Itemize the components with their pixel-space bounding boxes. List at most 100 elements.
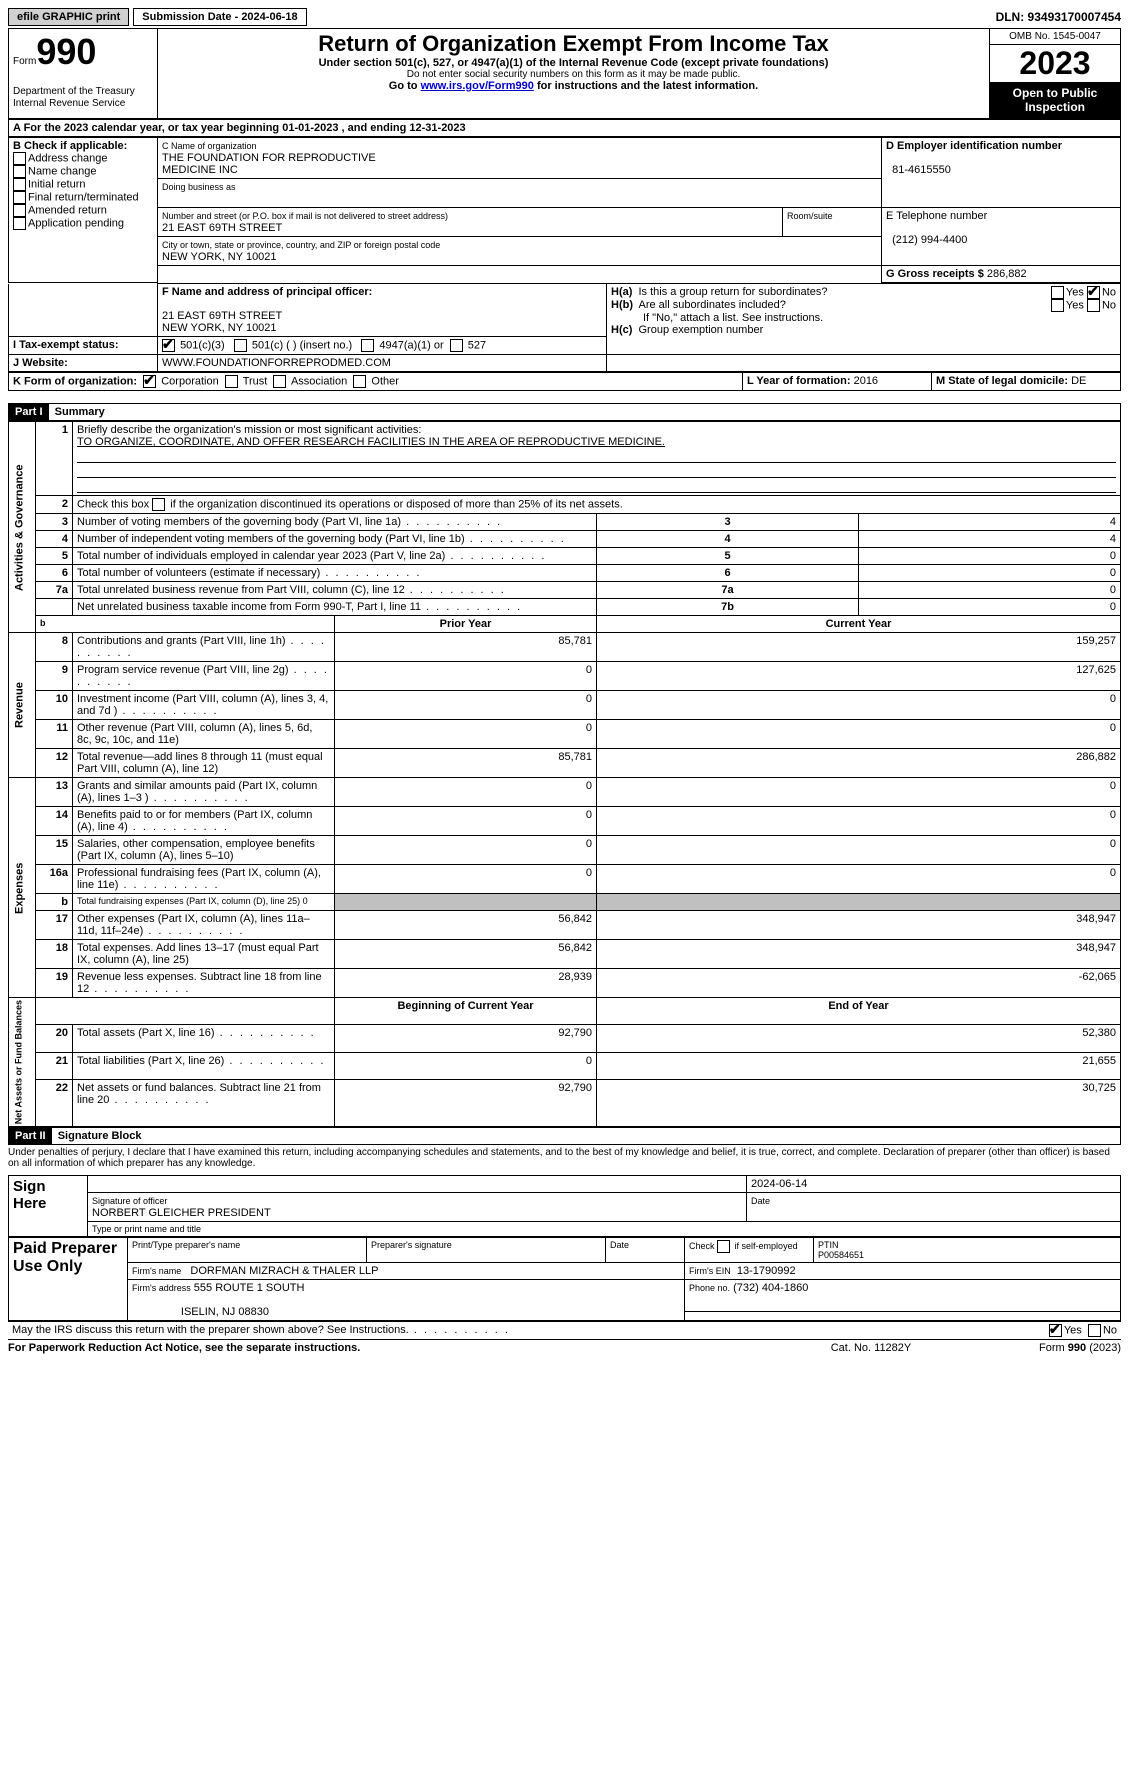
period-mid: , and ending [342,122,410,134]
org-name-label: C Name of organization [162,141,257,151]
state-domicile: DE [1071,375,1086,387]
prep-sig-label: Preparer's signature [367,1238,606,1263]
sign-date: 2024-06-14 [747,1176,1121,1193]
firm-name-label: Firm's name [132,1266,181,1276]
chk-hb-no[interactable] [1087,299,1100,312]
prep-name-label: Print/Type preparer's name [128,1238,367,1263]
chk-ha-yes[interactable] [1051,286,1064,299]
lbl-initial-return: Initial return [28,178,85,190]
tax-year: 2023 [990,45,1120,82]
part1-title: Summary [55,406,105,418]
sign-here-label: Sign Here [13,1178,46,1212]
form-header: Form990 Department of the Treasury Inter… [8,28,1121,119]
addr-value: 21 EAST 69TH STREET [162,222,282,234]
chk-527[interactable] [450,339,463,352]
part2-title: Signature Block [58,1130,142,1142]
chk-501c[interactable] [234,339,247,352]
dept-treasury: Department of the Treasury [13,86,135,97]
goto-pre: Go to [389,80,421,92]
firm-addr2: ISELIN, NJ 08830 [181,1306,269,1318]
chk-address-change[interactable] [13,152,26,165]
entity-block: B Check if applicable: Address change Na… [8,137,1121,283]
hb-note: If "No," attach a list. See instructions… [611,312,1116,324]
part1-body: Activities & Governance 1 Briefly descri… [8,421,1121,1127]
year-formation: 2016 [854,375,878,387]
room-label: Room/suite [787,211,833,221]
officer-addr2: NEW YORK, NY 10021 [162,322,277,334]
chk-final-return[interactable] [13,191,26,204]
chk-self-employed[interactable] [717,1240,730,1253]
chk-name-change[interactable] [13,165,26,178]
period-pre: A For the 2023 calendar year, or tax yea… [13,122,282,134]
chk-other[interactable] [353,375,366,388]
date-label: Date [751,1196,770,1206]
chk-ha-no[interactable] [1087,286,1100,299]
lbl-app-pending: Application pending [28,217,124,229]
chk-trust[interactable] [225,375,238,388]
gov-row: 3 Number of voting members of the govern… [9,514,1121,531]
chk-hb-yes[interactable] [1051,299,1064,312]
dln-number: DLN: 93493170007454 [996,10,1121,24]
chk-initial-return[interactable] [13,178,26,191]
irs-form990-link[interactable]: www.irs.gov/Form990 [421,80,534,92]
chk-discontinued[interactable] [152,498,165,511]
officer-block: F Name and address of principal officer:… [8,283,1121,372]
chk-assoc[interactable] [273,375,286,388]
sign-block: Sign Here 2024-06-14 Signature of office… [8,1175,1121,1237]
lbl-amended: Amended return [28,204,107,216]
officer-addr1: 21 EAST 69TH STREET [162,310,282,322]
discuss-label: May the IRS discuss this return with the… [12,1324,510,1336]
open-to-public: Open to Public Inspection [990,82,1120,118]
vlabel-revenue: Revenue [9,633,36,778]
firm-ein: 13-1790992 [737,1265,796,1277]
org-name-1: THE FOUNDATION FOR REPRODUCTIVE [162,152,376,164]
discuss-row: May the IRS discuss this return with the… [8,1321,1121,1340]
firm-phone: (732) 404-1860 [733,1282,808,1294]
firm-addr1: 555 ROUTE 1 SOUTH [194,1282,305,1294]
efile-print-button[interactable]: efile GRAPHIC print [8,8,129,26]
ptin-label: PTIN [818,1240,839,1250]
line1-value: TO ORGANIZE, COORDINATE, AND OFFER RESEA… [77,436,665,448]
phone-value: (212) 994-4400 [892,234,967,246]
form-prefix: Form [13,56,36,67]
ein-label: D Employer identification number [886,140,1062,152]
col-prior: Prior Year [440,618,492,630]
vlabel-governance: Activities & Governance [9,422,36,633]
gross-label: G Gross receipts $ [886,268,984,280]
vlabel-expenses: Expenses [9,778,36,998]
lbl-address-change: Address change [28,152,108,164]
chk-app-pending[interactable] [13,217,26,230]
chk-4947[interactable] [361,339,374,352]
col-current: Current Year [826,618,892,630]
col-boy: Beginning of Current Year [397,1000,533,1012]
dba-label: Doing business as [162,182,236,192]
phone-label: E Telephone number [886,210,987,222]
period-end: 12-31-2023 [409,122,465,134]
box-b-label: B Check if applicable: [13,140,127,152]
type-name-label: Type or print name and title [88,1222,1121,1237]
chk-corp[interactable] [143,375,156,388]
line1-label: Briefly describe the organization's miss… [77,424,421,436]
submission-date: Submission Date - 2024-06-18 [133,8,306,26]
chk-501c3[interactable] [162,339,175,352]
gov-row: 5 Total number of individuals employed i… [9,548,1121,565]
period-begin: 01-01-2023 [282,122,338,134]
part2-header: Part II Signature Block [8,1127,1121,1145]
city-value: NEW YORK, NY 10021 [162,251,277,263]
perjury-statement: Under penalties of perjury, I declare th… [8,1145,1121,1175]
part1-header: Part I Summary [8,403,1121,421]
firm-addr-label: Firm's address [132,1283,191,1293]
chk-discuss-no[interactable] [1088,1324,1101,1337]
chk-amended[interactable] [13,204,26,217]
firm-phone-label: Phone no. [689,1283,730,1293]
paid-preparer-label: Paid Preparer Use Only [13,1240,117,1275]
gov-row: Net unrelated business taxable income fr… [9,599,1121,616]
ptin-value: P00584651 [818,1250,864,1260]
gov-row: 4 Number of independent voting members o… [9,531,1121,548]
officer-label: F Name and address of principal officer: [162,286,372,298]
chk-discuss-yes[interactable] [1049,1324,1062,1337]
pra-notice: For Paperwork Reduction Act Notice, see … [8,1342,360,1354]
officer-name: NORBERT GLEICHER PRESIDENT [92,1207,271,1219]
city-label: City or town, state or province, country… [162,240,440,250]
col-eoy: End of Year [828,1000,888,1012]
